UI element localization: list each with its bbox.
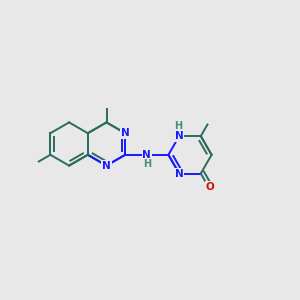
Text: N: N — [175, 169, 184, 178]
Text: O: O — [206, 182, 214, 192]
Text: N: N — [102, 160, 111, 171]
Text: N: N — [175, 131, 184, 141]
Text: N: N — [121, 128, 130, 138]
Text: H: H — [174, 122, 182, 131]
Text: N: N — [142, 150, 151, 160]
Text: H: H — [143, 159, 151, 170]
